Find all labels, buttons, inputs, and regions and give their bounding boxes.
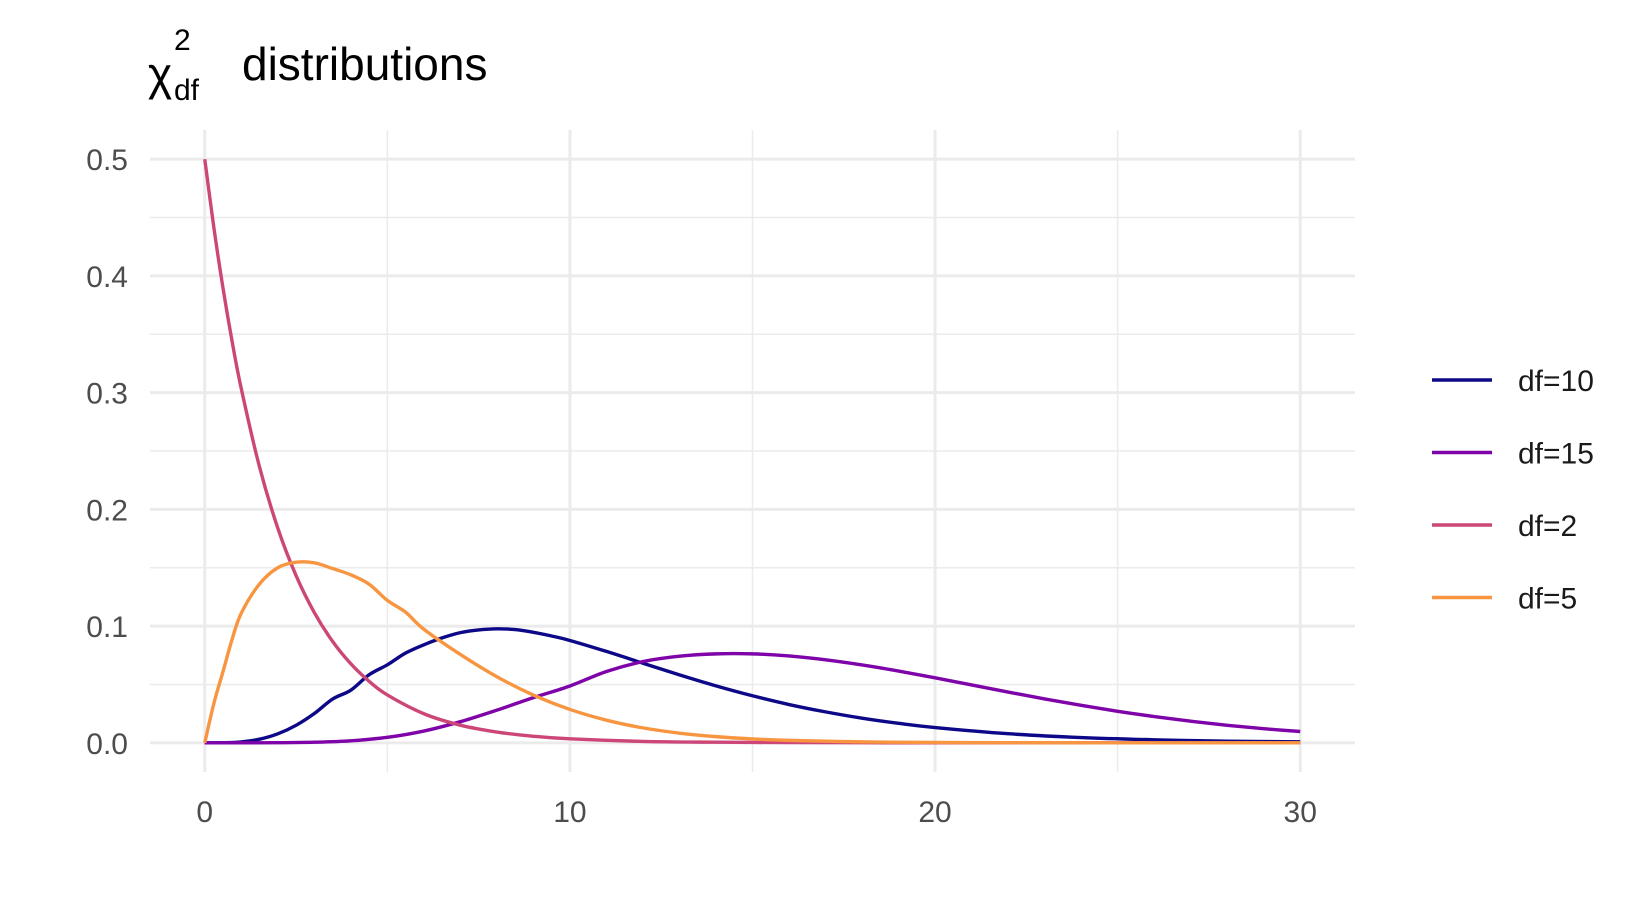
y-tick-label: 0.0 (86, 728, 128, 761)
y-tick-label: 0.5 (86, 144, 128, 177)
title-superscript: 2 (174, 24, 191, 57)
y-tick-label: 0.2 (86, 494, 128, 527)
legend-item: df=10 (1432, 365, 1594, 398)
y-axis-tick-labels: 0.0 0.1 0.2 0.3 0.4 0.5 (86, 144, 128, 761)
title-subscript: df (174, 74, 200, 107)
legend-label: df=10 (1518, 365, 1594, 398)
legend: df=10 df=15 df=2 df=5 (1432, 365, 1594, 616)
y-tick-label: 0.4 (86, 261, 128, 294)
chart-title: χ 2 df distributions (148, 24, 487, 107)
legend-label: df=2 (1518, 510, 1577, 543)
x-axis-tick-labels: 0 10 20 30 (196, 796, 1316, 829)
series-line-df-10 (204, 627, 1301, 745)
x-tick-label: 30 (1284, 796, 1317, 829)
series-lines (203, 158, 1301, 745)
minor-grid (150, 130, 1355, 772)
title-text: distributions (242, 38, 487, 90)
legend-label: df=5 (1518, 583, 1577, 616)
series-line-df-15 (204, 651, 1301, 745)
x-tick-label: 0 (196, 796, 213, 829)
x-tick-label: 10 (553, 796, 586, 829)
legend-item: df=15 (1432, 438, 1594, 471)
legend-item: df=2 (1432, 510, 1577, 543)
series-line-df-5 (203, 560, 1301, 745)
y-tick-label: 0.1 (86, 611, 128, 644)
y-tick-label: 0.3 (86, 378, 128, 411)
title-symbol: χ (148, 48, 172, 100)
legend-label: df=15 (1518, 438, 1594, 471)
x-tick-label: 20 (918, 796, 951, 829)
legend-item: df=5 (1432, 583, 1577, 616)
